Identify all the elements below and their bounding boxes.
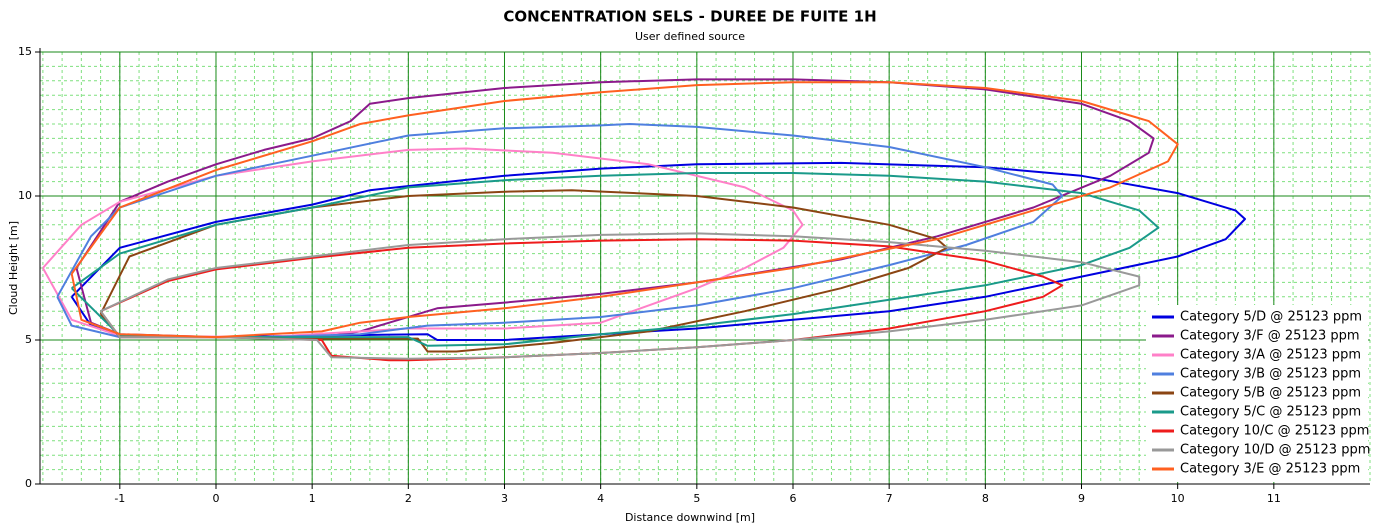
x-tick-label: 11 (1267, 492, 1281, 505)
x-tick-label: 5 (693, 492, 700, 505)
series-line (99, 189, 948, 353)
legend-label: Category 3/A @ 25123 ppm (1180, 348, 1361, 363)
x-tick-label: 7 (886, 492, 893, 505)
x-tick-label: 10 (1171, 492, 1185, 505)
chart-subtitle: User defined source (635, 30, 745, 43)
plot-area (42, 78, 1246, 362)
legend-label: Category 3/F @ 25123 ppm (1180, 329, 1360, 344)
x-tick-label: 9 (1078, 492, 1085, 505)
legend-label: Category 10/C @ 25123 ppm (1180, 424, 1369, 439)
x-tick-label: -1 (114, 492, 125, 505)
series-line (70, 172, 1160, 347)
x-tick-label: 3 (501, 492, 508, 505)
legend-label: Category 3/B @ 25123 ppm (1180, 367, 1361, 382)
x-tick-label: 4 (597, 492, 604, 505)
x-tick-label: 0 (212, 492, 219, 505)
x-tick-label: 1 (309, 492, 316, 505)
series-line (99, 232, 1141, 360)
legend-label: Category 5/C @ 25123 ppm (1180, 405, 1361, 420)
legend-label: Category 3/E @ 25123 ppm (1180, 462, 1360, 477)
chart-title: CONCENTRATION SELS - DUREE DE FUITE 1H (503, 8, 876, 26)
y-tick-label: 0 (25, 477, 32, 490)
x-tick-label: 6 (789, 492, 796, 505)
x-tick-label: 8 (982, 492, 989, 505)
y-tick-label: 15 (18, 45, 32, 58)
series-line (70, 81, 1179, 339)
series-line (70, 161, 1246, 341)
series-line (75, 78, 1155, 340)
legend: Category 5/D @ 25123 ppm Category 3/F @ 2… (1146, 305, 1370, 482)
y-axis-label: Cloud Height [m] (7, 221, 20, 315)
legend-box (1146, 305, 1368, 482)
x-tick-label: 2 (405, 492, 412, 505)
legend-label: Category 5/D @ 25123 ppm (1180, 310, 1362, 325)
y-tick-label: 10 (18, 189, 32, 202)
x-axis-label: Distance downwind [m] (625, 511, 755, 524)
y-tick-label: 5 (25, 333, 32, 346)
legend-label: Category 10/D @ 25123 ppm (1180, 443, 1370, 458)
legend-label: Category 5/B @ 25123 ppm (1180, 386, 1361, 401)
